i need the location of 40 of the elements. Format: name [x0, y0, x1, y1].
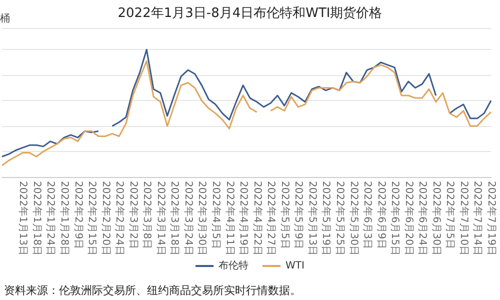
x-tick-label: 2022年3月30日 [196, 181, 208, 256]
text: 资料来源：伦敦洲际交易所、纽约商品交易所实时行情数据。 [4, 284, 301, 297]
x-tick-label: 2022年2月20日 [100, 181, 112, 256]
x-tick-label: 2022年5月13日 [306, 181, 318, 256]
x-tick-label: 2022年3月18日 [168, 181, 181, 256]
x-tick-label: 2022年4月11日 [224, 181, 236, 256]
x-tick-label: 2022年3月2日 [127, 181, 140, 250]
legend-label: 布伦特 [218, 260, 249, 272]
x-tick-label: 2022年2月9日 [72, 181, 84, 250]
x-tick-label: 2022年5月5日 [278, 181, 291, 250]
x-tick-label: 2022年4月27日 [265, 181, 278, 256]
x-tick-label: 2022年5月19日 [320, 181, 332, 256]
legend-label: WTI [286, 260, 304, 272]
x-tick-label: 2022年6月3日 [362, 181, 374, 250]
x-tick-label: 2022年3月14日 [154, 181, 167, 256]
y-axis-title: 桶 [0, 12, 10, 24]
x-tick-label: 2022年7月10日 [458, 181, 470, 256]
x-tick-label: 2022年7月5日 [444, 181, 456, 250]
x-tick-label: 2022年6月9日 [375, 181, 388, 250]
x-tick-label: 2022年1月13日 [17, 181, 30, 256]
x-tick-label: 2022年4月19日 [238, 181, 250, 256]
x-tick-label: 2022年4月5日 [210, 181, 222, 250]
x-tick-label: 2022年5月25日 [334, 181, 346, 256]
x-tick-label: 2022年7月14日 [472, 181, 484, 256]
x-tick-label: 2022年3月24日 [182, 181, 194, 256]
x-tick-label: 2022年3月8日 [141, 181, 154, 250]
x-tick-label: 2022年6月15日 [389, 181, 402, 256]
x-tick-label: 2022年1月24日 [44, 181, 57, 256]
x-tick-label: 2022年5月30日 [348, 181, 360, 256]
x-tick-label: 2022年6月20日 [402, 181, 415, 256]
x-tick-label: 2022年6月24日 [416, 181, 429, 256]
x-tick-label: 2022年6月30日 [430, 181, 442, 256]
x-tick-label: 2022年2月24日 [114, 181, 126, 256]
x-tick-label: 2022年1月18日 [30, 181, 43, 256]
chart-title: 2022年1月3日-8月4日布伦特和WTI期货价格 [118, 6, 382, 21]
x-tick-label: 2022年1月28日 [58, 181, 70, 256]
x-tick-label: 2022年4月22日 [251, 181, 264, 256]
x-tick-label: 2022年7月19日 [486, 181, 498, 256]
x-tick-label: 2022年5月9日 [292, 181, 305, 250]
x-tick-label: 2022年2月15日 [86, 181, 98, 256]
